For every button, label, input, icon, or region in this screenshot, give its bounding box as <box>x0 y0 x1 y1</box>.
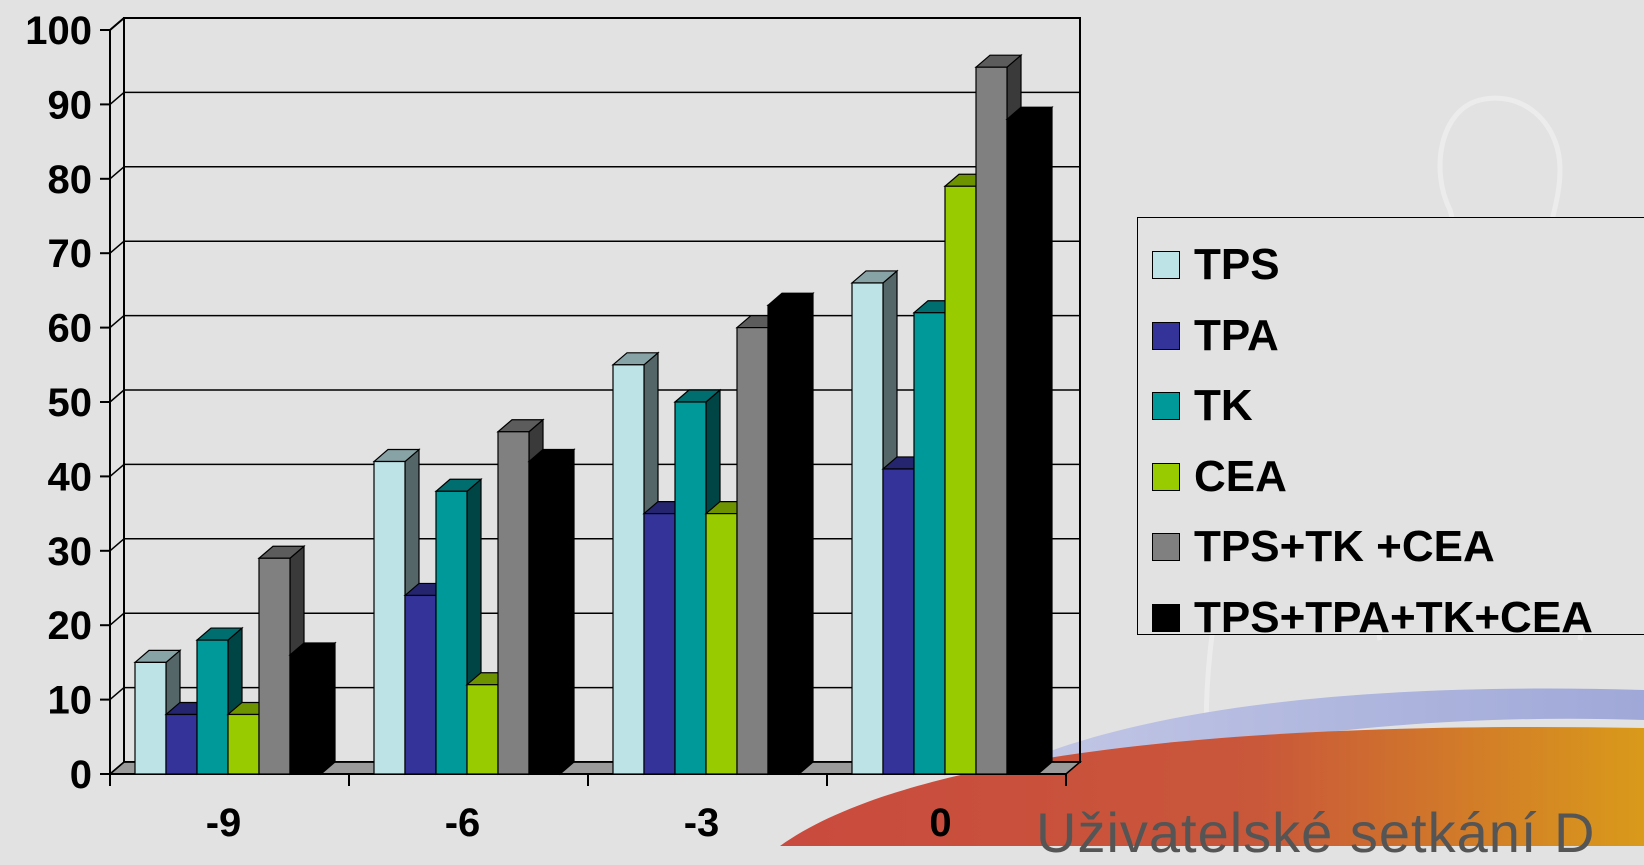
gridline-depth <box>109 687 125 701</box>
bar-front <box>435 490 468 775</box>
y-tick-label: 10 <box>48 679 93 723</box>
legend-swatch <box>1152 533 1180 562</box>
y-tick-label: 60 <box>48 307 93 351</box>
bar <box>1005 105 1054 776</box>
bar-front <box>134 661 167 775</box>
legend-item: TPS <box>1152 230 1644 301</box>
bar-front <box>466 684 499 775</box>
x-tick-label: 0 <box>929 801 951 845</box>
legend-item: CEA <box>1152 442 1644 513</box>
legend-label: TPS <box>1194 240 1280 290</box>
legend-label: TPA <box>1194 310 1279 360</box>
bar-front <box>643 512 676 775</box>
gridline-depth <box>109 91 125 105</box>
bar-front <box>975 66 1008 775</box>
gridline-depth <box>109 166 125 180</box>
y-tick-label: 0 <box>70 753 92 797</box>
y-tick-label: 80 <box>48 158 93 202</box>
legend-label: CEA <box>1194 451 1287 501</box>
bars <box>133 53 1054 776</box>
y-tick-label: 50 <box>48 381 93 425</box>
bar-front <box>767 304 800 775</box>
y-axis-depth <box>109 17 125 31</box>
gridline-depth <box>109 538 125 552</box>
legend-item: TPS+TPA+TK+CEA <box>1152 583 1644 654</box>
bar <box>434 477 483 776</box>
legend-swatch <box>1152 603 1180 632</box>
bar-side <box>1037 105 1053 776</box>
bar-chart: 0 10 20 30 40 50 60 70 80 90 100 -9 -6 -3 0 <box>25 9 1083 845</box>
bar-front <box>705 512 738 775</box>
gridline-depth <box>109 240 125 254</box>
legend-swatch <box>1152 321 1180 350</box>
bar-front <box>944 185 977 775</box>
legend-swatch <box>1152 462 1180 491</box>
gridline-depth <box>109 315 125 329</box>
y-tick-label: 100 <box>25 9 92 53</box>
legend-label: TK <box>1194 381 1253 431</box>
legend-label: TPS+TPA+TK+CEA <box>1194 592 1593 642</box>
x-tick-label: -9 <box>206 801 242 845</box>
bar <box>527 448 576 776</box>
bar-side <box>798 291 814 776</box>
bar-front <box>612 364 645 775</box>
bar-front <box>373 460 406 775</box>
x-tick-label: -6 <box>445 801 481 845</box>
y-tick-label: 40 <box>48 455 93 499</box>
footer-event-title: Uživatelské setkání D <box>1036 801 1596 864</box>
bar-side <box>559 448 575 776</box>
legend-item: TK <box>1152 371 1644 442</box>
bar-front <box>882 468 915 775</box>
bar-front <box>913 312 946 775</box>
y-tick-label: 70 <box>48 232 93 276</box>
bar-side <box>320 641 336 776</box>
legend-swatch <box>1152 392 1180 421</box>
bar-front <box>851 282 884 775</box>
y-tick-label: 20 <box>48 604 93 648</box>
bar-front <box>497 431 530 775</box>
swoosh-band <box>780 726 1644 846</box>
x-tick-labels: -9 -6 -3 0 <box>206 801 952 845</box>
gridline-depth <box>109 389 125 403</box>
gridline-depth <box>109 463 125 477</box>
gridline-depth <box>109 761 125 775</box>
y-tick-labels: 0 10 20 30 40 50 60 70 80 90 100 <box>25 9 92 797</box>
y-tick-label: 30 <box>48 530 93 574</box>
bar <box>766 291 815 776</box>
legend-item: TPA <box>1152 301 1644 372</box>
legend-swatch <box>1152 251 1180 280</box>
bar-front <box>1006 118 1039 775</box>
x-tick-label: -3 <box>684 801 720 845</box>
bar-front <box>289 654 322 775</box>
legend-label: TPS+TK +CEA <box>1194 522 1495 572</box>
legend-item: TPS+TK +CEA <box>1152 512 1644 583</box>
legend: TPS TPA TK CEA TPS+TK +CEA TPS+TPA+TK+CE… <box>1137 217 1644 642</box>
bar-front <box>165 713 198 775</box>
bar-front <box>736 327 769 775</box>
bar-front <box>674 401 707 775</box>
y-tick-label: 90 <box>48 83 93 127</box>
bar-front <box>528 460 561 775</box>
bar-front <box>404 594 437 775</box>
bar <box>288 641 337 776</box>
bar-front <box>258 557 291 775</box>
bar-front <box>196 639 229 775</box>
bar-front <box>227 713 260 775</box>
gridline-depth <box>109 612 125 626</box>
